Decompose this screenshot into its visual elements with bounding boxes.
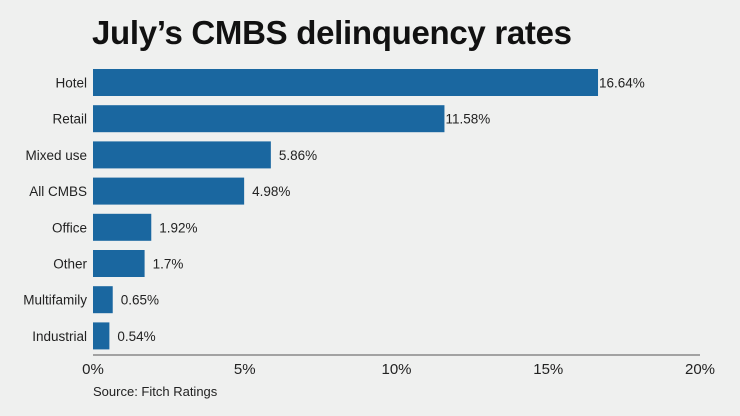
category-label: Industrial xyxy=(32,329,87,344)
category-label: Mixed use xyxy=(25,148,87,163)
category-label: Retail xyxy=(52,112,87,127)
category-label: Multifamily xyxy=(23,293,87,308)
category-label: Other xyxy=(53,257,87,272)
category-label: All CMBS xyxy=(29,184,87,199)
bar xyxy=(93,105,445,133)
bar xyxy=(93,286,113,314)
category-label: Hotel xyxy=(55,76,87,91)
bar xyxy=(93,69,599,96)
data-label: 0.65% xyxy=(121,293,159,308)
bar xyxy=(93,322,110,350)
x-tick-label: 0% xyxy=(82,361,104,378)
bar xyxy=(93,213,152,241)
bar xyxy=(93,250,145,277)
chart-title: July’s CMBS delinquency rates xyxy=(92,14,572,51)
category-label: Office xyxy=(52,220,87,235)
data-label: 1.92% xyxy=(159,220,197,235)
data-label: 5.86% xyxy=(279,148,317,163)
bar xyxy=(93,177,245,205)
x-tick-label: 15% xyxy=(533,361,563,378)
x-tick-label: 5% xyxy=(234,361,256,378)
data-label: 0.54% xyxy=(117,329,155,344)
data-label: 16.64% xyxy=(599,76,645,91)
x-tick-label: 20% xyxy=(685,361,715,378)
x-tick-label: 10% xyxy=(381,361,411,378)
data-label: 11.58% xyxy=(445,112,490,127)
source-note: Source: Fitch Ratings xyxy=(93,384,218,399)
data-label: 1.7% xyxy=(153,257,184,272)
data-label: 4.98% xyxy=(252,184,290,199)
bar xyxy=(93,141,271,169)
